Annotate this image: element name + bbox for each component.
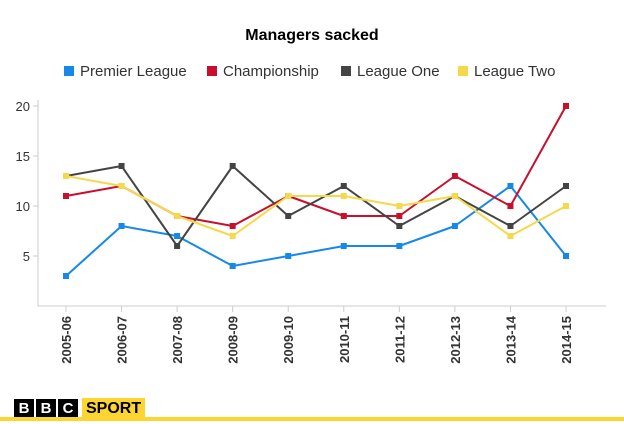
legend-label: League Two xyxy=(474,63,555,80)
bbc-sport-logo: B B C SPORT xyxy=(14,398,146,420)
legend: Premier League Championship League One Leag… xyxy=(64,63,555,80)
footer-accent-line xyxy=(0,417,624,421)
series-layer xyxy=(63,103,569,279)
legend-label: League One xyxy=(357,63,440,80)
data-point xyxy=(340,193,347,199)
legend-label: Championship xyxy=(223,63,319,80)
data-point xyxy=(563,253,569,259)
legend-item: League One xyxy=(341,63,440,80)
data-point xyxy=(451,173,458,179)
data-point xyxy=(63,173,69,179)
series-line xyxy=(65,185,567,277)
x-tick-label: 2005-06 xyxy=(59,316,74,364)
data-point xyxy=(118,223,125,229)
data-point xyxy=(451,223,458,229)
data-point xyxy=(229,263,236,269)
x-tick-label: 2011-12 xyxy=(392,316,407,363)
footer: B B C SPORT xyxy=(0,396,624,424)
x-tick-label: 2006-07 xyxy=(115,316,130,364)
x-tick-label: 2013-14 xyxy=(503,315,518,363)
legend-swatch xyxy=(207,66,217,76)
series-line xyxy=(65,105,567,227)
data-point xyxy=(340,243,347,249)
data-point xyxy=(340,183,347,189)
brand-letter-b2: B xyxy=(36,399,56,419)
data-point xyxy=(507,233,514,239)
legend-item: League Two xyxy=(458,63,555,80)
x-tick-label: 2008-09 xyxy=(226,316,241,364)
y-tick-label: 5 xyxy=(23,249,30,264)
series-line xyxy=(65,165,567,247)
legend-swatch xyxy=(64,66,74,76)
y-tick-label: 15 xyxy=(16,149,30,164)
data-point xyxy=(63,193,69,199)
brand-sport-label: SPORT xyxy=(82,398,146,420)
data-point xyxy=(396,243,403,249)
data-point xyxy=(396,213,403,219)
series-group xyxy=(63,103,569,229)
data-point xyxy=(174,233,181,239)
x-tick-label: 2012-13 xyxy=(448,316,463,364)
data-point xyxy=(118,163,125,169)
data-point xyxy=(285,213,292,219)
data-point xyxy=(285,253,292,259)
legend-swatch xyxy=(458,66,468,76)
axes: 5 10 15 20 2005-06 2006-07 2007-08 2008-09 2009-… xyxy=(16,99,606,364)
data-point xyxy=(507,223,514,229)
data-point xyxy=(563,203,569,209)
data-point xyxy=(229,223,236,229)
chart-title: Managers sacked xyxy=(245,27,378,44)
legend-label: Premier League xyxy=(80,63,187,80)
data-point xyxy=(507,183,514,189)
series-line xyxy=(65,175,567,237)
x-tick-label: 2007-08 xyxy=(170,316,185,364)
data-point xyxy=(451,193,458,199)
y-tick-label: 10 xyxy=(16,199,30,214)
x-tick-label: 2014-15 xyxy=(559,316,574,364)
data-point xyxy=(507,203,514,209)
data-point xyxy=(229,233,236,239)
data-point xyxy=(229,163,236,169)
data-point xyxy=(63,273,69,279)
brand-letter-c: C xyxy=(58,399,78,419)
data-point xyxy=(285,193,292,199)
data-point xyxy=(340,213,347,219)
series-group xyxy=(63,173,569,239)
data-point xyxy=(118,183,125,189)
line-chart: Managers sacked Premier League Championsh… xyxy=(16,27,606,364)
data-point xyxy=(396,203,403,209)
x-tick-label: 2009-10 xyxy=(281,316,296,364)
data-point xyxy=(174,213,181,219)
data-point xyxy=(563,183,569,189)
legend-swatch xyxy=(341,66,351,76)
y-tick-label: 20 xyxy=(16,99,30,114)
series-group xyxy=(63,183,569,279)
data-point xyxy=(396,223,403,229)
data-point xyxy=(563,103,569,109)
x-tick-label: 2010-11 xyxy=(337,316,352,363)
data-point xyxy=(174,243,181,249)
brand-letter-b1: B xyxy=(14,399,34,419)
legend-item: Premier League xyxy=(64,63,187,80)
legend-item: Championship xyxy=(207,63,319,80)
